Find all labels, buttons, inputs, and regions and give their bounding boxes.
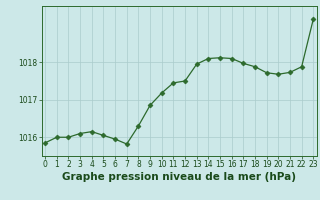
X-axis label: Graphe pression niveau de la mer (hPa): Graphe pression niveau de la mer (hPa) — [62, 172, 296, 182]
